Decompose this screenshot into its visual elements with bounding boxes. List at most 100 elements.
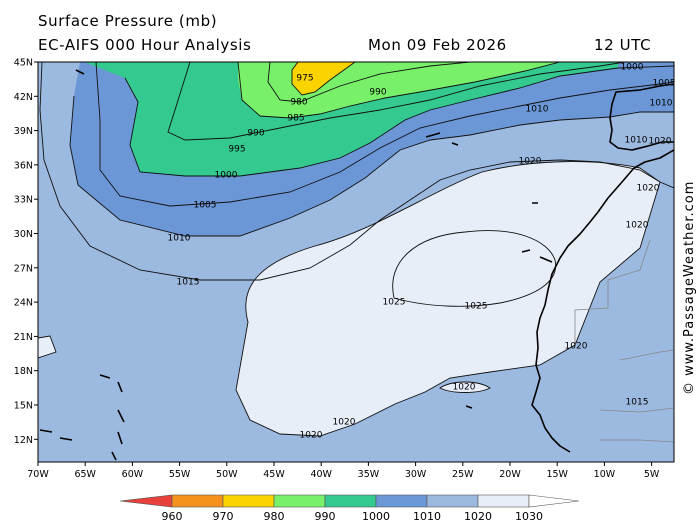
lon-label: 25W	[452, 469, 474, 480]
isobar-label: 1010	[168, 234, 191, 244]
legend-labels: 960 970 980 990 1000 1010 1020 1030	[162, 510, 544, 523]
isobar-lines	[38, 62, 674, 437]
lat-label: 21N	[14, 332, 33, 343]
svg-text:990: 990	[369, 88, 386, 98]
legend-swatch	[477, 494, 530, 508]
lon-label: 10W	[594, 469, 616, 480]
svg-text:1020: 1020	[626, 221, 649, 231]
isobar-label: 1005	[653, 79, 676, 89]
isobar-label: 1020	[626, 221, 649, 231]
svg-text:990: 990	[247, 129, 264, 139]
isobar-label: 980	[290, 98, 307, 108]
svg-text:1025: 1025	[383, 298, 406, 308]
svg-text:1010: 1010	[168, 234, 191, 244]
isobar-label: 985	[287, 114, 304, 124]
isobar-label: 1000	[621, 63, 644, 73]
map-plot-area: 9759809859909909951000100510101015101010…	[38, 62, 676, 462]
lon-label: 20W	[499, 469, 521, 480]
legend-swatch	[119, 494, 173, 508]
lat-label: 18N	[14, 366, 33, 377]
pressure-band-970	[292, 62, 355, 95]
borders	[574, 239, 674, 443]
isobar-label: 1010	[526, 105, 549, 115]
legend-swatch	[375, 494, 428, 508]
legend-value: 1000	[362, 510, 390, 523]
isobar-label: 990	[247, 129, 264, 139]
legend-value: 1030	[515, 510, 543, 523]
iberia-coast	[609, 83, 674, 151]
pressure-band-990	[84, 62, 618, 176]
legend-value: 1020	[464, 510, 492, 523]
africa-coast	[531, 149, 674, 453]
model-run: EC-AIFS 000 Hour Analysis	[38, 36, 252, 54]
isobar-label: 1015	[626, 398, 649, 408]
svg-text:1020: 1020	[453, 383, 476, 393]
isobar-label: 1000	[215, 171, 238, 181]
lat-label: 24N	[14, 298, 33, 309]
legend-value: 970	[213, 510, 234, 523]
svg-text:1020: 1020	[300, 431, 323, 441]
legend-swatch	[324, 494, 377, 508]
isobar-label: 1025	[383, 298, 406, 308]
lon-label: 15W	[546, 469, 568, 480]
legend-value: 1010	[413, 510, 441, 523]
svg-text:1010: 1010	[650, 99, 673, 109]
svg-text:1025: 1025	[465, 302, 488, 312]
isobar-label: 1010	[625, 136, 648, 146]
svg-text:1015: 1015	[626, 398, 649, 408]
pressure-band-1020-west	[38, 336, 56, 358]
valid-time: 12 UTC	[594, 36, 652, 54]
lat-label: 42N	[14, 92, 33, 103]
legend-swatch	[426, 494, 479, 508]
legend-swatch	[273, 494, 326, 508]
svg-text:1010: 1010	[526, 105, 549, 115]
svg-text:995: 995	[228, 145, 245, 155]
lat-label: 27N	[14, 263, 33, 274]
isobar-label: 1025	[465, 302, 488, 312]
isobar-labels: 9759809859909909951000100510101015101010…	[168, 63, 676, 441]
caribbean-islands	[39, 69, 125, 461]
legend-value: 990	[315, 510, 336, 523]
svg-text:1020: 1020	[649, 137, 672, 147]
latitude-axis: 45N 42N 39N 36N 33N 30N 27N 24N 21N 18N 15N 12N	[14, 58, 38, 446]
isobar-label: 995	[228, 145, 245, 155]
lat-label: 12N	[14, 435, 33, 446]
svg-text:980: 980	[290, 98, 307, 108]
legend-swatch	[171, 494, 224, 508]
lon-label: 40W	[310, 469, 332, 480]
isobar-label: 1010	[650, 99, 673, 109]
svg-text:1020: 1020	[519, 157, 542, 167]
isobar-label: 1020	[637, 184, 660, 194]
map-frame	[37, 61, 675, 463]
lat-label: 36N	[14, 160, 33, 171]
isobar-label: 1020	[649, 137, 672, 147]
lat-label: 15N	[14, 401, 33, 412]
map-title: Surface Pressure (mb)	[38, 12, 218, 30]
isobar-label: 1020	[453, 383, 476, 393]
legend-color-bar	[119, 494, 580, 508]
svg-text:1005: 1005	[653, 79, 676, 89]
legend-value: 980	[264, 510, 285, 523]
isobar-label: 1020	[565, 342, 588, 352]
svg-text:1010: 1010	[625, 136, 648, 146]
lon-label: 5W	[644, 469, 660, 480]
svg-text:1005: 1005	[194, 201, 217, 211]
longitude-axis: 70W 65W 60W 55W 50W 45W 40W 35W 30W 25W 20W 15W 10W 5…	[27, 462, 660, 480]
isobar-label: 1020	[300, 431, 323, 441]
svg-text:1000: 1000	[621, 63, 644, 73]
legend-swatch	[528, 494, 580, 508]
lon-label: 30W	[405, 469, 427, 480]
pressure-band-1020-south	[440, 382, 490, 393]
pressure-legend: 960 970 980 990 1000 1010 1020 1030	[119, 494, 580, 523]
isobar-label: 1015	[177, 278, 200, 288]
lat-label: 39N	[14, 126, 33, 137]
lon-label: 45W	[263, 469, 285, 480]
valid-date: Mon 09 Feb 2026	[368, 36, 507, 54]
legend-swatch	[222, 494, 275, 508]
svg-text:1000: 1000	[215, 171, 238, 181]
lon-label: 60W	[122, 469, 144, 480]
isobar-label: 990	[369, 88, 386, 98]
svg-text:1020: 1020	[565, 342, 588, 352]
credit-text: © www.PassageWeather.com	[682, 181, 697, 395]
